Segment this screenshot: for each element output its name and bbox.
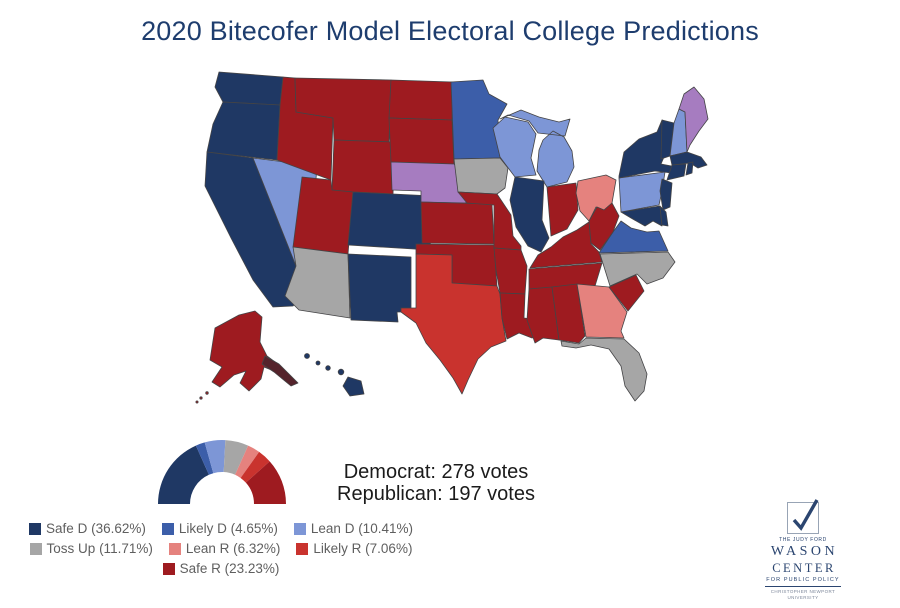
state-washington — [214, 71, 284, 106]
state-oregon — [206, 101, 281, 161]
legend-label-safe-r: Safe R (23.23%) — [179, 561, 280, 576]
legend-swatch-likely-d — [161, 522, 174, 535]
legend-item-safe-d: Safe D (36.62%) — [29, 521, 146, 536]
state-south-carolina — [608, 274, 645, 312]
state-alaska — [195, 310, 298, 404]
vote-totals: Democrat: 278 votes Republican: 197 vote… — [318, 461, 554, 505]
logo-name-center: CENTER — [772, 560, 836, 575]
state-new-hampshire — [669, 108, 688, 157]
legend-item-likely-r: Likely R (7.06%) — [296, 541, 412, 556]
legend-row-2: Toss Up (11.71%) Lean R (6.32%) Likely R… — [29, 541, 412, 556]
logo-name-wason: WASON — [770, 544, 839, 560]
legend-swatch-toss-up — [29, 542, 42, 555]
logo-subtitle: FOR PUBLIC POLICY — [766, 577, 840, 584]
electoral-gauge-chart — [158, 440, 286, 504]
state-florida — [560, 337, 648, 402]
state-south-dakota — [388, 117, 455, 165]
legend-label-likely-d: Likely D (4.65%) — [178, 521, 278, 536]
alaska-panhandle-shadow — [261, 355, 299, 387]
state-maine — [678, 86, 709, 153]
gauge-segment-likely-r — [240, 451, 270, 483]
gauge-segment-likely-d — [195, 442, 214, 475]
state-rhode-island — [685, 161, 694, 176]
state-north-dakota — [388, 79, 454, 121]
legend-item-lean-r: Lean R (6.32%) — [168, 541, 281, 556]
wason-center-logo: THE JUDY FORD WASON CENTER FOR PUBLIC PO… — [755, 499, 851, 601]
legend-label-safe-d: Safe D (36.62%) — [46, 521, 146, 536]
state-west-virginia — [588, 202, 620, 251]
republican-votes-text: Republican: 197 votes — [337, 483, 535, 505]
legend-swatch-safe-d — [29, 522, 42, 535]
legend-swatch-lean-r — [168, 542, 181, 555]
state-indiana — [546, 182, 579, 237]
logo-pretitle: THE JUDY FORD — [779, 537, 827, 543]
gauge-segment-toss-up — [223, 440, 249, 475]
state-illinois — [509, 176, 550, 253]
state-hawaii — [304, 353, 365, 397]
state-michigan — [499, 109, 575, 188]
legend-swatch-likely-r — [296, 542, 309, 555]
gauge-segment-safe-r — [245, 461, 286, 504]
legend: Safe D (36.62%) Likely D (4.65%) Lean D … — [29, 521, 413, 576]
state-arkansas — [493, 247, 528, 295]
legend-item-safe-r: Safe R (23.23%) — [162, 561, 280, 576]
legend-item-toss-up: Toss Up (11.71%) — [29, 541, 153, 556]
gauge-segment-safe-d — [158, 445, 209, 504]
state-wisconsin — [492, 116, 537, 178]
legend-row-3: Safe R (23.23%) — [162, 561, 280, 576]
state-kentucky — [529, 221, 603, 269]
legend-item-likely-d: Likely D (4.65%) — [161, 521, 278, 536]
legend-label-lean-d: Lean D (10.41%) — [310, 521, 413, 536]
gauge-segment-lean-d — [204, 440, 226, 474]
page-title: 2020 Bitecofer Model Electoral College P… — [141, 16, 759, 46]
logo-checkbox — [787, 499, 819, 534]
state-kansas — [420, 201, 495, 245]
legend-label-lean-r: Lean R (6.32%) — [185, 541, 281, 556]
state-new-jersey — [659, 178, 673, 211]
state-iowa — [453, 157, 509, 195]
legend-label-toss-up: Toss Up (11.71%) — [46, 541, 153, 556]
state-alabama — [551, 283, 586, 344]
state-north-carolina — [599, 251, 676, 287]
checkmark-icon — [792, 499, 819, 531]
logo-divider — [765, 586, 841, 588]
legend-row-1: Safe D (36.62%) Likely D (4.65%) Lean D … — [29, 521, 413, 536]
legend-swatch-lean-d — [293, 522, 306, 535]
state-missouri — [457, 191, 522, 251]
state-connecticut — [666, 163, 687, 181]
democrat-votes-text: Democrat: 278 votes — [343, 461, 529, 483]
us-choropleth-map — [195, 71, 709, 404]
state-wyoming — [331, 139, 396, 195]
state-arizona — [284, 246, 351, 319]
legend-label-likely-r: Likely R (7.06%) — [313, 541, 413, 556]
gauge-segment-lean-r — [235, 445, 260, 478]
state-virginia — [598, 220, 669, 254]
logo-institution: CHRISTOPHER NEWPORT UNIVERSITY — [770, 589, 836, 600]
state-pennsylvania — [618, 171, 666, 213]
state-new-mexico — [347, 253, 412, 323]
legend-swatch-safe-r — [162, 562, 175, 575]
state-colorado — [347, 191, 434, 251]
legend-item-lean-d: Lean D (10.41%) — [293, 521, 413, 536]
state-texas — [400, 253, 507, 395]
